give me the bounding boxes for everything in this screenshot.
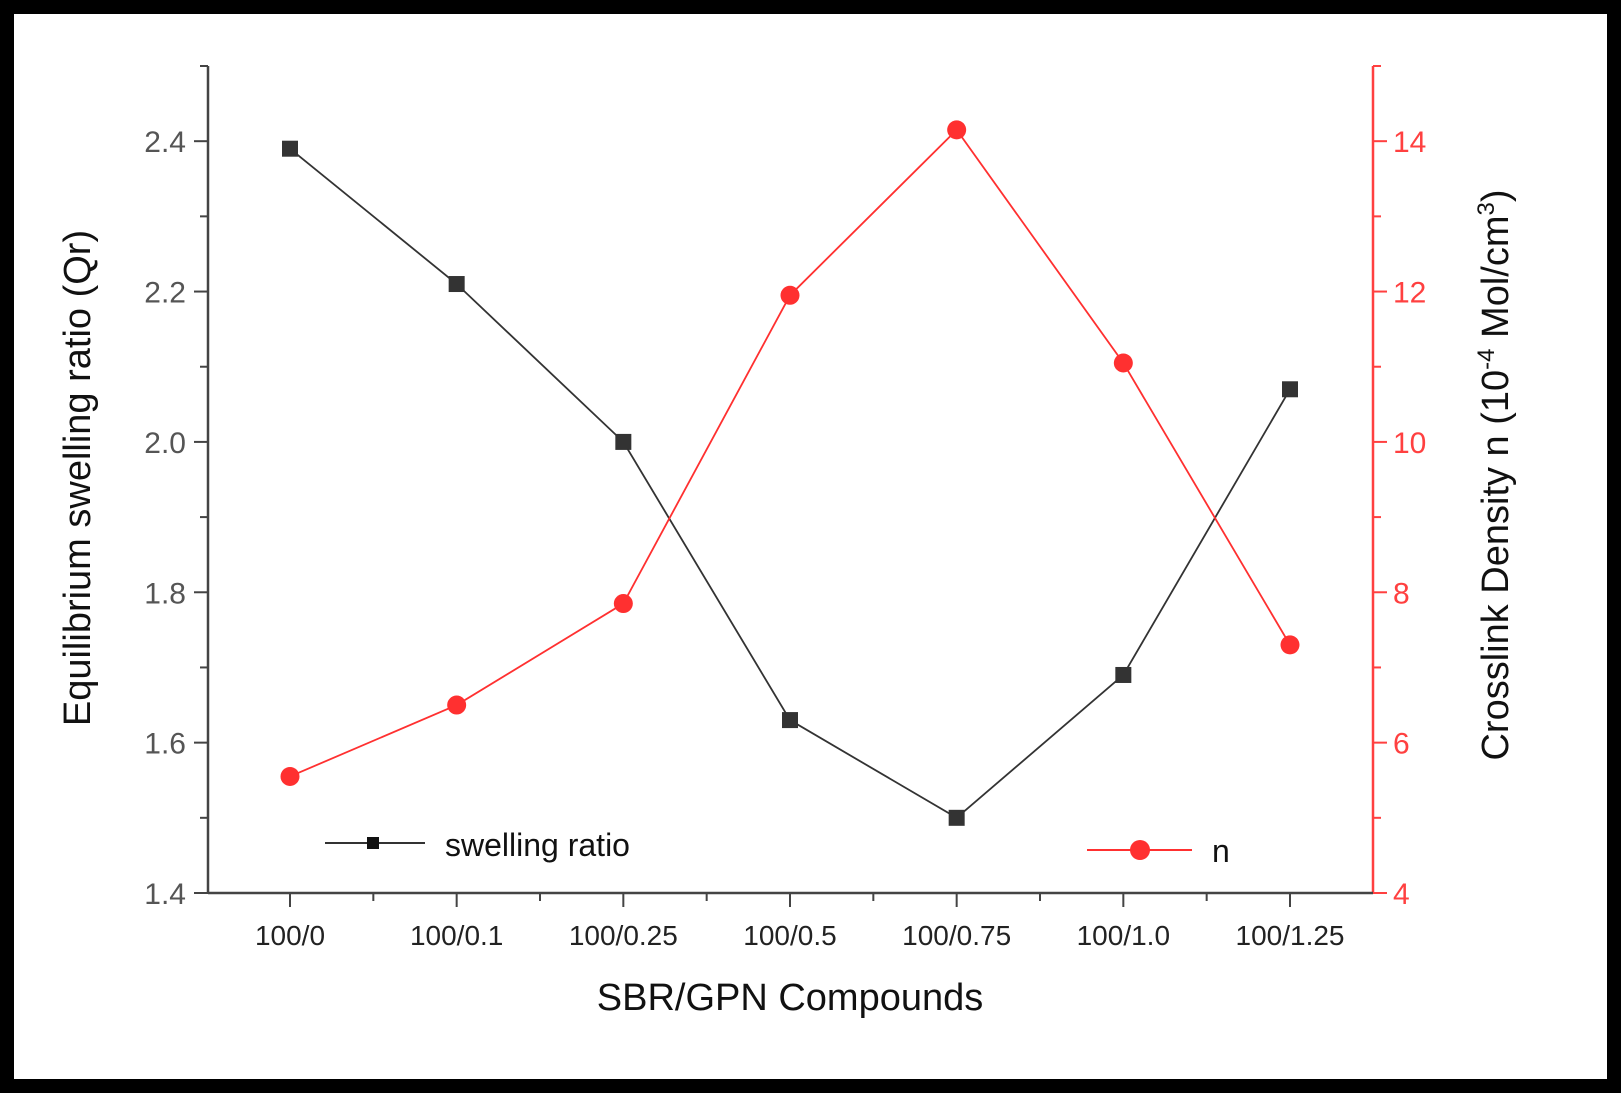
legend-swelling: swelling ratio [325, 827, 630, 863]
x-tick-label: 100/0.5 [743, 920, 836, 951]
data-point-swelling [448, 276, 465, 293]
x-tick-label: 100/0.75 [902, 920, 1011, 951]
right-y-title-suffix: ) [1475, 189, 1517, 202]
legend-n-marker [1130, 840, 1150, 860]
data-point-n [447, 695, 467, 715]
x-tick-label: 100/0 [255, 920, 325, 951]
right-tick-label: 14 [1393, 126, 1426, 159]
data-point-n [947, 120, 967, 140]
legend-swelling-marker [367, 837, 379, 849]
data-point-swelling [1282, 381, 1298, 398]
x-tick-label: 100/0.1 [410, 920, 503, 951]
series-layer [280, 120, 1300, 826]
data-point-swelling [782, 712, 798, 729]
left-tick-label: 2.2 [144, 277, 186, 310]
series-line-n [289, 128, 1291, 778]
data-point-n [780, 285, 800, 305]
x-axis-title: SBR/GPN Compounds [597, 977, 984, 1019]
x-tick-group: 100/0 100/0.1 100/0.25 100/0.5 100/0.75 100/1… [255, 893, 1345, 951]
data-point-n [1113, 353, 1133, 373]
right-y-title-prefix: Crosslink Density n (10 [1475, 370, 1517, 761]
right-tick-label: 8 [1393, 577, 1410, 610]
legend-n: n [1087, 833, 1230, 869]
right-y-axis-title: Crosslink Density n (10-4 Mol/cm3) [1473, 189, 1517, 760]
data-point-swelling [948, 809, 965, 826]
legend-swelling-label: swelling ratio [445, 827, 630, 863]
x-tick-label: 100/1.0 [1077, 920, 1170, 951]
left-tick-label: 2.4 [144, 126, 186, 159]
right-tick-group: 4 6 8 10 12 14 [1373, 65, 1426, 911]
right-tick-label: 4 [1393, 878, 1410, 911]
x-tick-label: 100/0.25 [569, 920, 678, 951]
left-tick-label: 1.4 [144, 878, 186, 911]
legend-n-label: n [1212, 833, 1230, 869]
right-tick-label: 12 [1393, 277, 1426, 310]
data-point-swelling [615, 433, 632, 450]
x-tick-label: 100/1.25 [1236, 920, 1345, 951]
left-tick-label: 2.0 [144, 427, 186, 460]
right-tick-label: 6 [1393, 728, 1410, 761]
right-tick-label: 10 [1393, 427, 1426, 460]
data-point-n [280, 766, 300, 786]
left-y-axis-title: Equilibrium swelling ratio (Qr) [57, 230, 99, 726]
right-y-title-exponent: -4 [1473, 348, 1500, 369]
data-point-swelling [282, 140, 298, 157]
left-tick-label: 1.6 [144, 728, 186, 761]
data-point-n [1280, 635, 1300, 655]
right-y-title-mid: Mol/cm [1475, 215, 1517, 348]
data-point-n [613, 594, 633, 614]
right-y-title-exponent2: 3 [1473, 202, 1500, 215]
left-tick-group: 1.4 1.6 1.8 2.0 2.2 2.4 [144, 65, 208, 911]
left-tick-label: 1.8 [144, 577, 186, 610]
data-point-swelling [1115, 666, 1132, 683]
